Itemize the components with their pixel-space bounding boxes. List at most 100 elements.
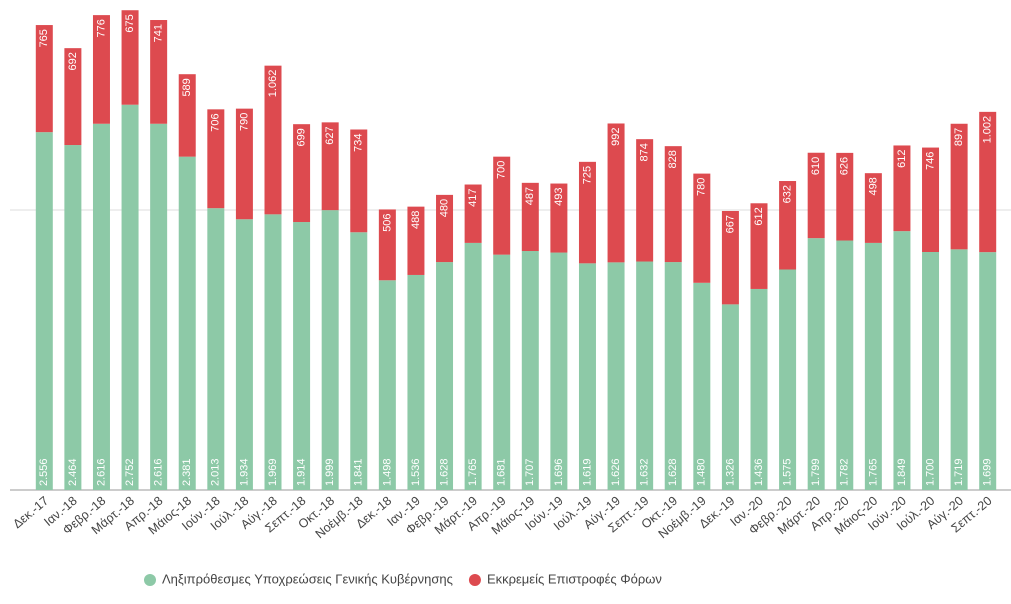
bar-segment <box>150 123 168 490</box>
bar-segment <box>464 242 482 490</box>
bar-segment <box>121 10 139 105</box>
value-label: 610 <box>810 157 822 175</box>
value-label: 1.002 <box>982 116 994 144</box>
bar-segment <box>550 183 568 253</box>
value-label: 506 <box>381 213 393 231</box>
bar-segment <box>35 25 53 133</box>
value-label: 1.436 <box>753 458 765 486</box>
bar-segment <box>407 206 425 275</box>
bar-segment <box>436 262 454 490</box>
bar-segment <box>35 132 53 490</box>
bar-segment <box>464 184 482 243</box>
bar-segment <box>721 210 739 305</box>
value-label: 1.696 <box>553 458 565 486</box>
bar-segment <box>207 109 225 209</box>
value-label: 725 <box>581 166 593 184</box>
value-label: 897 <box>953 128 965 146</box>
value-label: 1.719 <box>953 458 965 486</box>
value-label: 675 <box>124 14 136 32</box>
bar-segment <box>979 111 997 253</box>
legend-label: Ληξιπρόθεσμες Υποχρεώσεις Γενικής Κυβέρν… <box>162 571 453 586</box>
value-label: 612 <box>896 149 908 167</box>
value-label: 700 <box>496 161 508 179</box>
bar-segment <box>493 254 511 490</box>
bar-segment <box>293 222 311 491</box>
bar-segment <box>64 145 82 491</box>
bar-segment <box>807 152 825 239</box>
bar-segment <box>893 231 911 490</box>
value-label: 734 <box>353 134 365 152</box>
value-label: 1.934 <box>238 458 250 486</box>
value-label: 692 <box>67 52 79 70</box>
bar-segment <box>779 181 797 270</box>
value-label: 1.626 <box>610 458 622 486</box>
bar-segment <box>578 263 596 490</box>
x-tick-label: Δεκ.-17 <box>10 494 51 532</box>
value-label: 1.849 <box>896 458 908 486</box>
value-label: 480 <box>438 199 450 217</box>
bar-segment <box>950 249 968 490</box>
bar-segment <box>750 288 768 490</box>
bar-segment <box>979 252 997 490</box>
bar-segment <box>807 238 825 490</box>
value-label: 1.765 <box>867 458 879 486</box>
value-label: 1.062 <box>267 70 279 98</box>
bar-segment <box>436 194 454 263</box>
value-label: 627 <box>324 126 336 144</box>
value-label: 626 <box>839 157 851 175</box>
value-label: 1.628 <box>667 458 679 486</box>
bar-segment <box>693 282 711 490</box>
value-label: 699 <box>295 128 307 146</box>
value-label: 1.681 <box>496 458 508 486</box>
value-label: 790 <box>238 113 250 131</box>
bar-segment <box>350 232 368 490</box>
value-label: 2.556 <box>38 458 50 486</box>
bar-segment <box>521 182 539 252</box>
value-label: 992 <box>610 127 622 145</box>
bar-segment <box>922 252 940 490</box>
value-label: 1.969 <box>267 458 279 486</box>
value-label: 417 <box>467 189 479 207</box>
value-label: 612 <box>753 207 765 225</box>
value-label: 828 <box>667 150 679 168</box>
value-label: 1.575 <box>781 458 793 486</box>
bar-segment <box>607 262 625 490</box>
value-label: 1.782 <box>839 458 851 486</box>
value-label: 632 <box>781 185 793 203</box>
bar-segment <box>121 104 139 490</box>
bar-segment <box>64 48 82 146</box>
value-label: 2.616 <box>153 458 165 486</box>
value-label: 2.752 <box>124 458 136 486</box>
bar-segment <box>321 122 339 211</box>
value-label: 1.799 <box>810 458 822 486</box>
value-label: 1.707 <box>524 458 536 486</box>
value-label: 1.841 <box>353 458 365 486</box>
bar-segment <box>264 214 282 490</box>
bar-segment <box>607 123 625 263</box>
value-label: 667 <box>724 215 736 233</box>
value-label: 1.699 <box>982 458 994 486</box>
bar-segment <box>493 156 511 255</box>
value-label: 1.999 <box>324 458 336 486</box>
value-label: 498 <box>867 177 879 195</box>
value-label: 589 <box>181 78 193 96</box>
bar-segment <box>178 74 196 157</box>
value-label: 1.700 <box>924 458 936 486</box>
bar-segment <box>407 274 425 490</box>
bar-segment <box>178 156 196 490</box>
bar-segment <box>293 124 311 223</box>
value-label: 1.914 <box>295 458 307 486</box>
bar-segment <box>721 304 739 490</box>
bar-segment <box>836 240 854 490</box>
bar-segment <box>950 123 968 250</box>
value-label: 2.381 <box>181 458 193 486</box>
value-label: 765 <box>38 29 50 47</box>
value-label: 488 <box>410 211 422 229</box>
bar-segment <box>92 123 110 490</box>
value-label: 487 <box>524 187 536 205</box>
value-label: 1.536 <box>410 458 422 486</box>
value-label: 874 <box>639 143 651 161</box>
value-label: 2.464 <box>67 458 79 486</box>
bar-segment <box>264 65 282 215</box>
